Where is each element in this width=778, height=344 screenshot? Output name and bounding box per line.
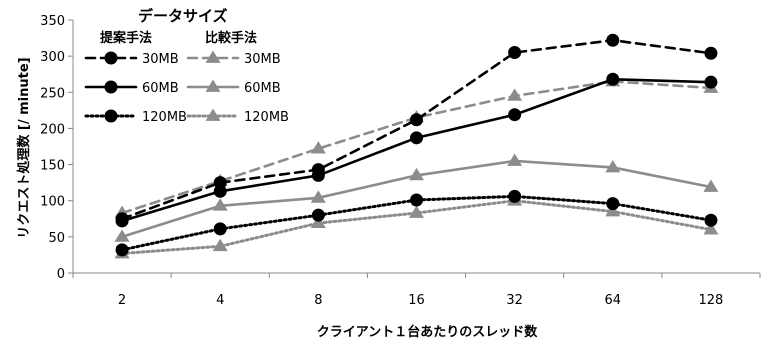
x-tick-label: 64: [605, 293, 622, 308]
y-tick-label: 150: [40, 159, 65, 174]
legend: 30MB 30MB 60MB 60MB 120MB 120MB: [84, 50, 289, 125]
legend-label: 60MB: [142, 81, 179, 96]
y-tick-label: 50: [48, 231, 65, 246]
legend-col-proposed: 提案手法: [100, 30, 152, 46]
x-tick-label: 32: [506, 293, 523, 308]
data-point: [410, 113, 423, 127]
legend-label: 60MB: [244, 81, 281, 96]
legend-swatch-marker: [205, 108, 221, 121]
y-tick-label: 350: [40, 14, 65, 29]
data-point: [213, 222, 227, 236]
legend-label: 30MB: [142, 52, 179, 67]
data-point: [311, 168, 325, 182]
series-60MB-baseline: [114, 153, 719, 242]
data-point: [409, 167, 424, 181]
x-tick-label: 2: [118, 293, 126, 308]
legend-swatch-marker: [205, 79, 221, 92]
data-point: [409, 205, 424, 218]
y-tick-label: 0: [57, 267, 65, 282]
data-point: [310, 215, 326, 228]
data-point: [114, 229, 130, 242]
x-tick-label: 128: [699, 293, 724, 308]
data-point: [508, 108, 522, 122]
legend-title: データサイズ: [138, 7, 228, 25]
data-point: [703, 179, 719, 192]
data-point: [605, 159, 621, 173]
data-point: [410, 193, 423, 207]
data-point: [310, 141, 326, 154]
y-axis-title: リクエスト処理数 [/ minute]: [16, 57, 32, 238]
series-line: [120, 38, 713, 221]
data-point: [507, 88, 523, 101]
data-point: [212, 238, 228, 252]
data-point: [507, 153, 523, 166]
series-120MB-proposed: [115, 189, 718, 257]
data-point: [704, 213, 718, 227]
legend-swatch-marker: [104, 51, 118, 65]
series-layer: [114, 33, 719, 259]
x-tick-label: 4: [216, 293, 224, 308]
legend-swatch-marker: [104, 80, 118, 94]
data-point: [115, 243, 129, 257]
data-point: [508, 189, 522, 203]
data-point: [704, 46, 718, 60]
series-60MB-proposed: [115, 72, 718, 228]
legend-label: 120MB: [142, 110, 187, 125]
axes: 0 50 100 150 200 250 300 350 2 4 8 16 32 64 128: [40, 14, 761, 308]
legend-label: 120MB: [244, 110, 289, 125]
data-point: [606, 72, 620, 86]
y-tick-label: 300: [40, 50, 65, 65]
legend-swatch-marker: [205, 50, 221, 63]
data-point: [115, 214, 129, 228]
data-point: [704, 75, 718, 89]
x-tick-label: 8: [314, 293, 322, 308]
data-point: [508, 46, 522, 60]
legend-label: 30MB: [244, 52, 281, 67]
y-tick-label: 200: [40, 122, 65, 137]
legend-swatch-marker: [104, 109, 118, 123]
y-tick-label: 100: [40, 195, 65, 210]
series-120MB-baseline: [114, 193, 719, 259]
y-tick-label: 250: [40, 86, 65, 101]
data-point: [213, 184, 227, 198]
legend-col-baseline: 比較手法: [205, 30, 257, 46]
data-point: [605, 204, 621, 217]
data-point: [606, 33, 620, 47]
data-point: [703, 222, 719, 235]
data-point: [311, 208, 325, 222]
data-point: [310, 190, 326, 203]
data-point: [212, 198, 228, 211]
data-point: [606, 197, 620, 211]
data-point: [410, 131, 423, 145]
x-axis-title: クライアント１台あたりのスレッド数: [317, 324, 538, 340]
x-tick-label: 16: [408, 293, 425, 308]
